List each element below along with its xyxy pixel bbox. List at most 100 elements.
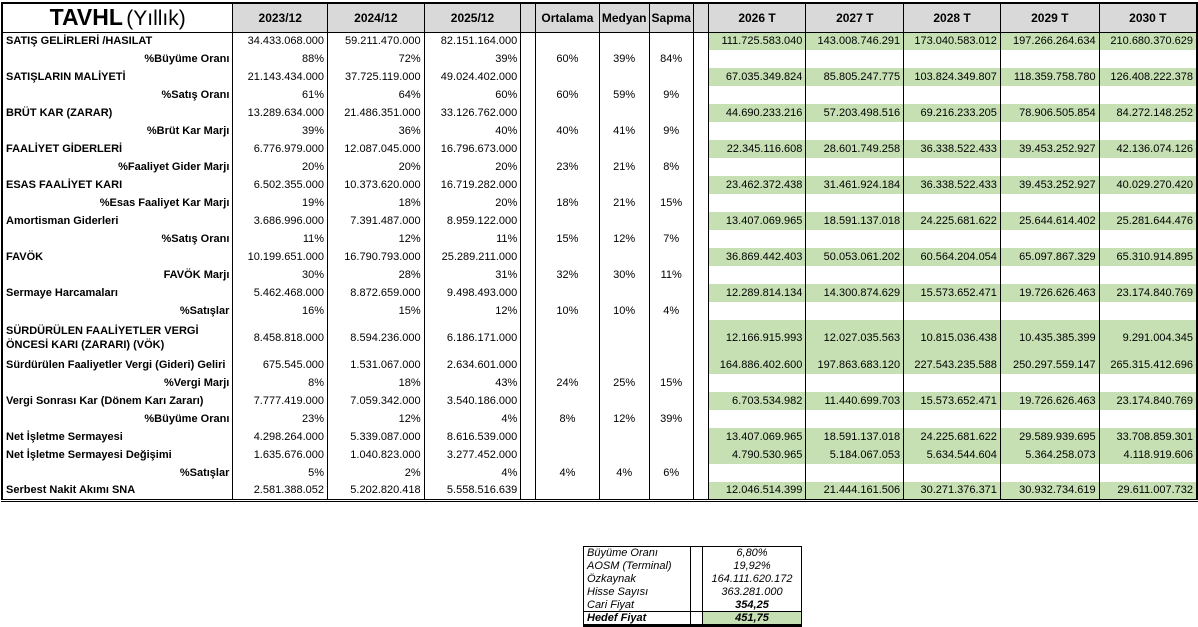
history-cell[interactable]: 59.211.470.000: [327, 32, 425, 50]
spacer-cell[interactable]: [693, 464, 709, 482]
forecast-cell[interactable]: 23.174.840.769: [1099, 392, 1197, 410]
stats-cell[interactable]: [649, 284, 694, 302]
history-cell[interactable]: 3.277.452.000: [424, 446, 522, 464]
history-cell[interactable]: 12%: [327, 230, 425, 248]
forecast-cell[interactable]: 36.869.442.403: [708, 248, 807, 266]
column-header-sapma[interactable]: Sapma: [648, 2, 694, 33]
forecast-cell[interactable]: [1000, 122, 1100, 140]
forecast-cell[interactable]: 36.338.522.433: [903, 140, 1001, 158]
spacer-cell[interactable]: [520, 32, 537, 50]
history-cell[interactable]: 16%: [232, 302, 329, 320]
forecast-cell[interactable]: [1099, 302, 1197, 320]
spacer-cell[interactable]: [520, 50, 537, 68]
row-label[interactable]: %Satışlar: [2, 464, 234, 482]
spacer-cell[interactable]: [520, 104, 537, 122]
column-header-2026t[interactable]: 2026 T: [707, 2, 807, 33]
stats-cell[interactable]: 9%: [649, 122, 694, 140]
row-label[interactable]: Vergi Sonrası Kar (Dönem Karı Zararı): [2, 392, 234, 410]
forecast-cell[interactable]: [1000, 266, 1100, 284]
history-cell[interactable]: 5%: [232, 464, 329, 482]
history-cell[interactable]: 10.199.651.000: [232, 248, 329, 266]
spacer-cell[interactable]: [693, 482, 709, 502]
forecast-cell[interactable]: [903, 194, 1001, 212]
history-cell[interactable]: 82.151.164.000: [424, 32, 522, 50]
history-cell[interactable]: 12.087.045.000: [327, 140, 425, 158]
forecast-cell[interactable]: [708, 266, 807, 284]
forecast-cell[interactable]: 60.564.204.054: [903, 248, 1001, 266]
stats-cell[interactable]: 39%: [649, 410, 694, 428]
history-cell[interactable]: 43%: [424, 374, 522, 392]
stats-cell[interactable]: [649, 176, 694, 194]
stats-cell[interactable]: 12%: [599, 230, 650, 248]
stats-cell[interactable]: [535, 104, 600, 122]
stats-cell[interactable]: [599, 320, 650, 356]
spacer-cell[interactable]: [520, 374, 537, 392]
forecast-cell[interactable]: 12.046.514.399: [708, 482, 807, 502]
spacer-cell[interactable]: [693, 428, 709, 446]
row-label[interactable]: %Vergi Marjı: [2, 374, 234, 392]
forecast-cell[interactable]: [1099, 86, 1197, 104]
stats-cell[interactable]: [649, 68, 694, 86]
spacer-cell[interactable]: [520, 248, 537, 266]
stats-cell[interactable]: [535, 140, 600, 158]
stats-cell[interactable]: [599, 176, 650, 194]
forecast-cell[interactable]: [708, 302, 807, 320]
row-label[interactable]: FAVÖK: [2, 248, 234, 266]
row-label[interactable]: %Büyüme Oranı: [2, 50, 234, 68]
stats-cell[interactable]: 40%: [535, 122, 600, 140]
spacer-cell[interactable]: [520, 230, 537, 248]
forecast-cell[interactable]: [1000, 158, 1100, 176]
stats-cell[interactable]: [599, 356, 650, 374]
forecast-cell[interactable]: [1000, 86, 1100, 104]
spacer-cell[interactable]: [693, 446, 709, 464]
spacer-cell[interactable]: [520, 284, 537, 302]
row-label[interactable]: %Esas Faaliyet Kar Marjı: [2, 194, 234, 212]
history-cell[interactable]: 20%: [424, 194, 522, 212]
spacer-cell[interactable]: [693, 68, 709, 86]
stats-cell[interactable]: [535, 284, 600, 302]
spacer-cell[interactable]: [520, 482, 537, 502]
history-cell[interactable]: 18%: [327, 374, 425, 392]
forecast-cell[interactable]: 164.886.402.600: [708, 356, 807, 374]
row-label[interactable]: %Brüt Kar Marjı: [2, 122, 234, 140]
history-cell[interactable]: 88%: [232, 50, 329, 68]
row-label[interactable]: FAALİYET GİDERLERİ: [2, 140, 234, 158]
spacer-cell[interactable]: [520, 266, 537, 284]
forecast-cell[interactable]: [708, 194, 807, 212]
forecast-cell[interactable]: 210.680.370.629: [1099, 32, 1197, 50]
stats-cell[interactable]: [649, 356, 694, 374]
history-cell[interactable]: 5.339.087.000: [327, 428, 425, 446]
forecast-cell[interactable]: [1099, 374, 1197, 392]
forecast-cell[interactable]: 78.906.505.854: [1000, 104, 1100, 122]
spacer-cell[interactable]: [693, 392, 709, 410]
history-cell[interactable]: 34.433.068.000: [232, 32, 329, 50]
stats-cell[interactable]: [649, 140, 694, 158]
history-cell[interactable]: 7.059.342.000: [327, 392, 425, 410]
history-cell[interactable]: 23%: [232, 410, 329, 428]
history-cell[interactable]: 12%: [327, 410, 425, 428]
spacer-cell[interactable]: [693, 320, 709, 356]
stats-cell[interactable]: [649, 320, 694, 356]
stats-cell[interactable]: [649, 482, 694, 502]
forecast-cell[interactable]: 24.225.681.622: [903, 212, 1001, 230]
forecast-cell[interactable]: [903, 302, 1001, 320]
row-label[interactable]: %Satış Oranı: [2, 86, 234, 104]
forecast-cell[interactable]: 42.136.074.126: [1099, 140, 1197, 158]
history-cell[interactable]: 20%: [327, 158, 425, 176]
history-cell[interactable]: 10.373.620.000: [327, 176, 425, 194]
history-cell[interactable]: 25.289.211.000: [424, 248, 522, 266]
forecast-cell[interactable]: 19.726.626.463: [1000, 284, 1100, 302]
forecast-cell[interactable]: 15.573.652.471: [903, 284, 1001, 302]
stats-cell[interactable]: [535, 32, 600, 50]
forecast-cell[interactable]: 126.408.222.378: [1099, 68, 1197, 86]
stats-cell[interactable]: [599, 284, 650, 302]
forecast-cell[interactable]: 85.805.247.775: [805, 68, 905, 86]
row-label[interactable]: %Satışlar: [2, 302, 234, 320]
history-cell[interactable]: 18%: [327, 194, 425, 212]
stats-cell[interactable]: 8%: [649, 158, 694, 176]
stats-cell[interactable]: [649, 104, 694, 122]
forecast-cell[interactable]: 29.611.007.732: [1099, 482, 1197, 502]
stats-cell[interactable]: 7%: [649, 230, 694, 248]
forecast-cell[interactable]: [708, 464, 807, 482]
history-cell[interactable]: 2%: [327, 464, 425, 482]
